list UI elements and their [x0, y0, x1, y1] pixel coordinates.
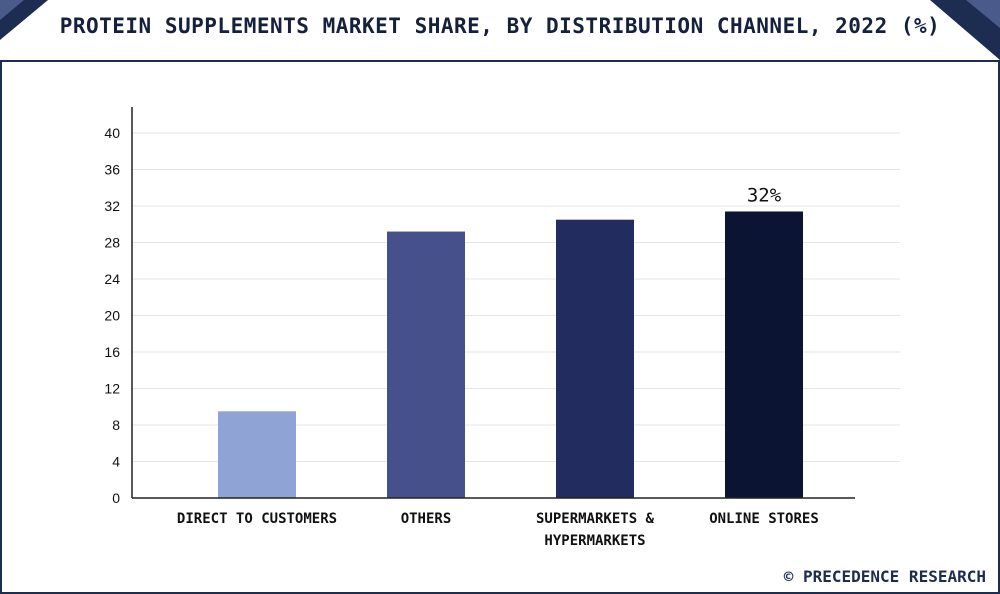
x-tick-label: OTHERS [401, 511, 452, 527]
bars [218, 211, 803, 499]
x-tick-label: DIRECT TO CUSTOMERS [177, 511, 337, 527]
y-tick-label: 4 [112, 454, 120, 470]
y-tick-label: 20 [104, 308, 120, 324]
header-banner: PROTEIN SUPPLEMENTS MARKET SHARE, BY DIS… [0, 0, 1000, 62]
y-tick-label: 28 [104, 235, 120, 251]
chart-panel [2, 62, 998, 592]
data-labels: 32% [747, 184, 782, 206]
data-label: 32% [747, 184, 782, 206]
bar [387, 231, 465, 499]
bar [218, 411, 296, 498]
y-tick-label: 12 [104, 381, 120, 397]
y-tick-label: 40 [104, 125, 120, 141]
right-corner-ornament [930, 0, 1000, 60]
y-tick-label: 8 [112, 417, 120, 433]
y-tick-label: 16 [104, 344, 120, 360]
x-axis-labels: DIRECT TO CUSTOMERS OTHERS SUPERMARKETS & H… [177, 511, 819, 549]
bar [725, 211, 803, 498]
bar [556, 219, 634, 498]
chart-title: PROTEIN SUPPLEMENTS MARKET SHARE, BY DIS… [59, 14, 941, 38]
axes [131, 107, 855, 499]
x-tick-label: HYPERMARKETS [544, 533, 645, 549]
x-tick-label: SUPERMARKETS & [536, 511, 655, 527]
y-tick-label: 32 [104, 198, 120, 214]
y-tick-label: 0 [112, 490, 120, 506]
x-tick-label: ONLINE STORES [709, 511, 819, 527]
copyright-watermark: © PRECEDENCE RESEARCH [783, 567, 986, 586]
y-tick-label: 24 [104, 271, 120, 287]
y-tick-label: 36 [104, 162, 120, 178]
left-corner-ornament [0, 0, 48, 40]
y-axis-ticks: 0 4 8 12 16 20 24 28 32 36 40 [104, 125, 120, 506]
